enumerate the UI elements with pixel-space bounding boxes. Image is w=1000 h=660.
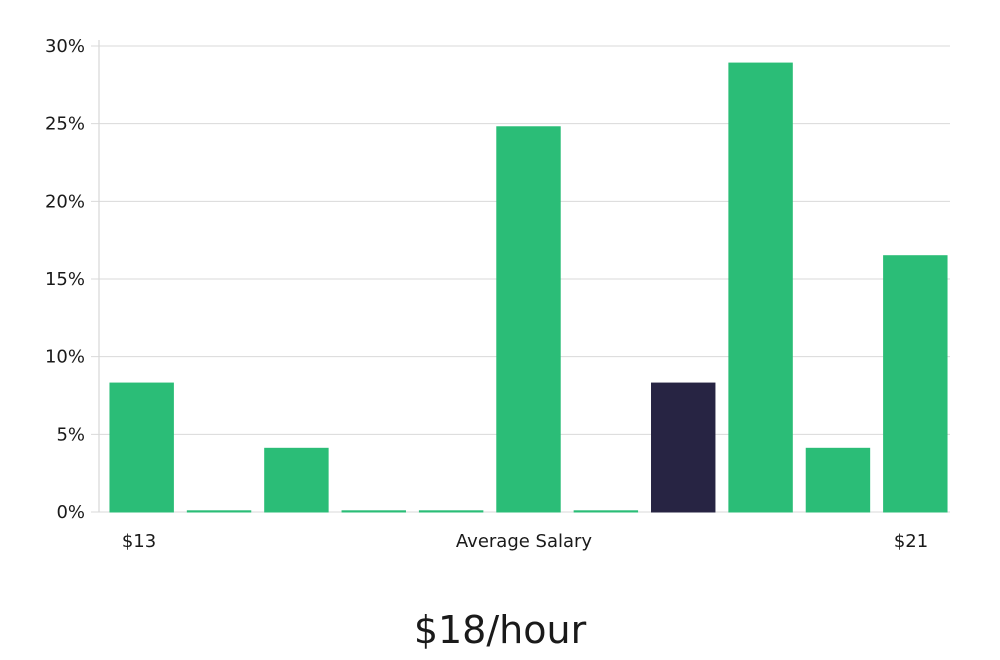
bars bbox=[109, 62, 948, 513]
average-salary-value: $18/hour bbox=[413, 608, 587, 652]
y-tick-label: 30% bbox=[45, 36, 85, 57]
bar-highlighted bbox=[651, 382, 716, 513]
y-tick-label: 5% bbox=[56, 424, 85, 445]
bar bbox=[264, 447, 329, 513]
y-tick-label: 0% bbox=[56, 502, 85, 523]
bar bbox=[109, 382, 174, 513]
x-axis-title: Average Salary bbox=[456, 531, 593, 552]
bar bbox=[186, 510, 252, 513]
y-tick-label: 20% bbox=[45, 191, 85, 212]
y-tick-label: 15% bbox=[45, 269, 85, 290]
bar bbox=[728, 62, 793, 513]
salary-histogram: 0% 5% 10% 15% 20% 25% 30% $13 Average Salary $… bbox=[45, 36, 950, 552]
bar bbox=[418, 510, 484, 513]
y-tick-label: 25% bbox=[45, 114, 85, 135]
y-tick-label: 10% bbox=[45, 347, 85, 368]
bar bbox=[573, 510, 639, 513]
bar bbox=[805, 447, 871, 513]
x-label-max: $21 bbox=[894, 531, 928, 552]
bar bbox=[341, 510, 406, 513]
x-label-min: $13 bbox=[122, 531, 156, 552]
y-axis-ticks: 0% 5% 10% 15% 20% 25% 30% bbox=[45, 36, 85, 523]
bar bbox=[496, 126, 561, 513]
bar bbox=[883, 255, 948, 513]
